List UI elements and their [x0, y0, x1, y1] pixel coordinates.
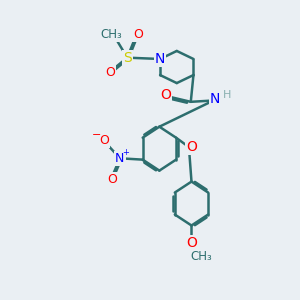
Text: CH₃: CH₃ — [100, 28, 122, 41]
Text: H: H — [223, 90, 232, 100]
Text: O: O — [133, 28, 143, 41]
Text: O: O — [105, 66, 115, 79]
Text: −: − — [92, 130, 101, 140]
Text: N: N — [115, 152, 124, 165]
Text: S: S — [123, 51, 132, 65]
Text: O: O — [186, 140, 197, 154]
Text: N: N — [155, 52, 165, 66]
Text: +: + — [122, 148, 129, 157]
Text: N: N — [210, 92, 220, 106]
Text: CH₃: CH₃ — [191, 250, 212, 263]
Text: O: O — [99, 134, 109, 147]
Text: O: O — [160, 88, 171, 102]
Text: O: O — [107, 173, 117, 186]
Text: O: O — [186, 236, 197, 250]
